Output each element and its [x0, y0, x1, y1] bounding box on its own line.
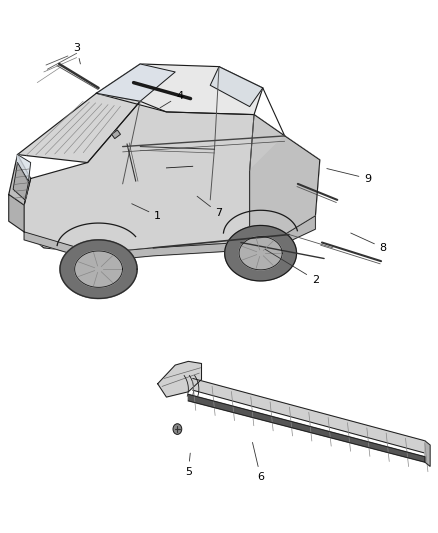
Polygon shape: [250, 136, 320, 235]
Polygon shape: [9, 195, 24, 232]
Polygon shape: [18, 155, 31, 181]
Polygon shape: [9, 155, 31, 205]
Polygon shape: [112, 130, 120, 139]
Polygon shape: [24, 216, 315, 261]
Polygon shape: [24, 101, 320, 253]
Polygon shape: [210, 67, 263, 107]
Text: 4: 4: [160, 91, 183, 108]
Circle shape: [173, 424, 182, 434]
Polygon shape: [425, 441, 430, 466]
Polygon shape: [74, 251, 123, 287]
Polygon shape: [188, 394, 425, 462]
Polygon shape: [18, 93, 140, 163]
Text: 2: 2: [265, 249, 319, 285]
Text: 5: 5: [185, 453, 192, 477]
Polygon shape: [193, 378, 425, 453]
Polygon shape: [225, 225, 297, 281]
Text: 8: 8: [351, 233, 387, 253]
Polygon shape: [250, 115, 320, 235]
Polygon shape: [239, 237, 282, 270]
Text: 6: 6: [252, 442, 264, 482]
Polygon shape: [96, 64, 175, 101]
Polygon shape: [60, 240, 137, 298]
Polygon shape: [13, 163, 28, 200]
Text: 1: 1: [132, 204, 161, 221]
Text: 9: 9: [327, 168, 371, 183]
Text: 7: 7: [197, 196, 223, 218]
Polygon shape: [96, 64, 263, 115]
Text: 3: 3: [73, 43, 81, 64]
Polygon shape: [158, 361, 201, 397]
